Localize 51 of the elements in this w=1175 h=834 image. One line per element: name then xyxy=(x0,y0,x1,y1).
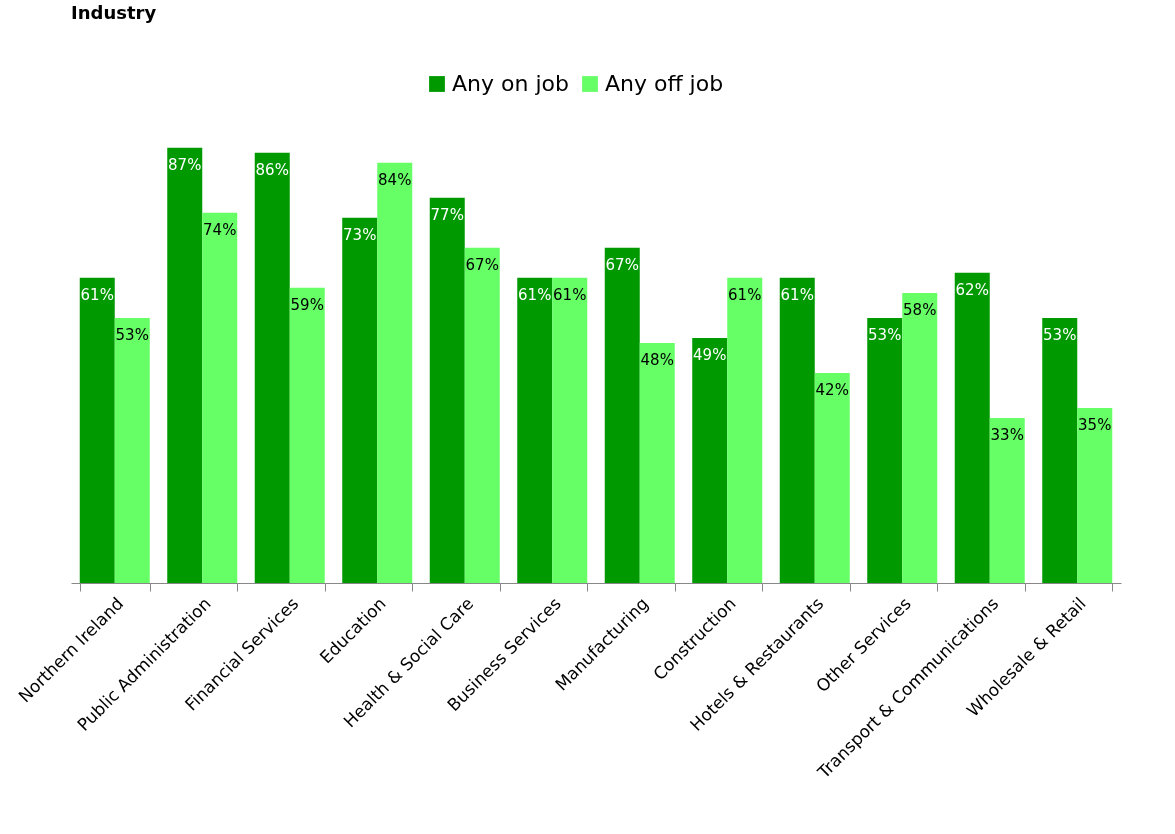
bar xyxy=(517,277,553,583)
bar xyxy=(114,317,150,583)
data-label: 74% xyxy=(203,220,237,239)
data-label: 59% xyxy=(290,295,324,314)
data-label: 48% xyxy=(640,350,674,369)
bar xyxy=(552,277,588,583)
data-label: 61% xyxy=(780,285,814,304)
data-label: 61% xyxy=(80,285,114,304)
bar xyxy=(604,247,640,583)
legend-label: Any on job xyxy=(452,71,569,96)
data-label: 87% xyxy=(168,155,202,174)
data-label: 61% xyxy=(518,285,552,304)
data-label: 67% xyxy=(465,255,499,274)
bar xyxy=(639,342,675,583)
data-label: 53% xyxy=(115,325,149,344)
bar xyxy=(202,212,238,583)
bar xyxy=(779,277,815,583)
bar xyxy=(989,417,1025,583)
data-label: 49% xyxy=(693,345,727,364)
data-label: 53% xyxy=(868,325,902,344)
bar xyxy=(814,372,850,583)
bar xyxy=(464,247,500,583)
bar xyxy=(954,272,990,583)
data-label: 61% xyxy=(553,285,587,304)
bar xyxy=(254,152,290,583)
bar xyxy=(289,287,325,583)
bar xyxy=(1077,407,1113,583)
data-label: 53% xyxy=(1043,325,1077,344)
bar xyxy=(342,217,378,583)
data-label: 42% xyxy=(815,380,849,399)
bar xyxy=(377,162,413,583)
bar xyxy=(79,277,115,583)
bar xyxy=(867,317,903,583)
bar xyxy=(692,337,728,583)
bar xyxy=(727,277,763,583)
data-label: 62% xyxy=(955,280,989,299)
data-label: 67% xyxy=(605,255,639,274)
bar xyxy=(167,147,203,583)
bar xyxy=(429,197,465,583)
data-label: 35% xyxy=(1078,415,1112,434)
data-label: 73% xyxy=(343,225,377,244)
data-label: 61% xyxy=(728,285,762,304)
data-label: 77% xyxy=(430,205,464,224)
data-label: 58% xyxy=(903,300,937,319)
chart-title: Industry xyxy=(71,2,157,23)
bar xyxy=(902,292,938,583)
legend-label: Any off job xyxy=(605,71,724,96)
bar xyxy=(1042,317,1078,583)
data-label: 86% xyxy=(255,160,289,179)
data-label: 84% xyxy=(378,170,412,189)
data-label: 33% xyxy=(990,425,1024,444)
